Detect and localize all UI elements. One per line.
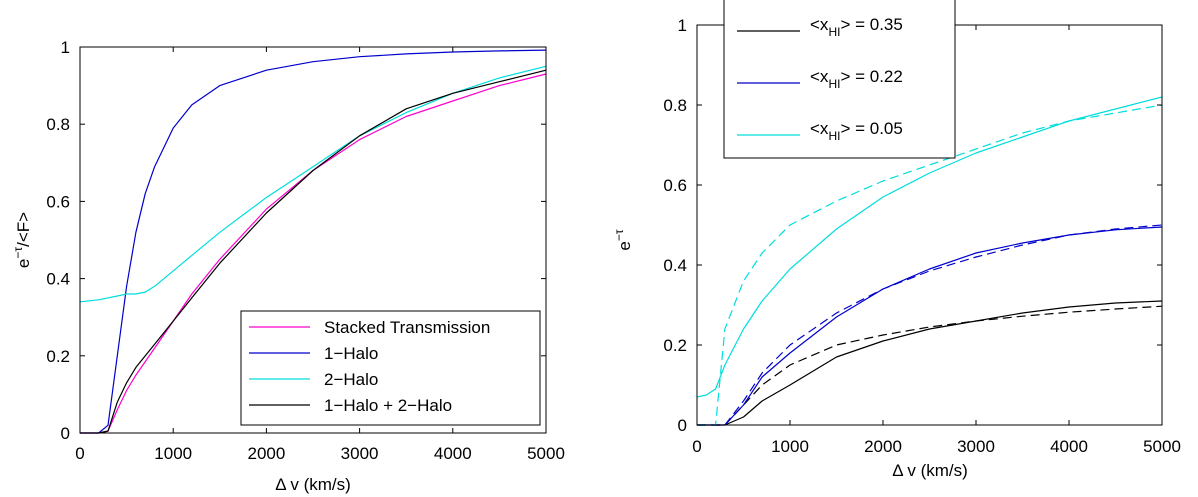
right-legend-label-2: <xHI> = 0.05 (810, 119, 903, 143)
left-series-line-2-halo-2 (79, 65, 547, 303)
left-series-line-1-halo-1 (80, 49, 547, 434)
right-y-axis-label: e−τ (612, 229, 634, 250)
left-series-lines (79, 49, 547, 434)
right-y-tick-label: 0.6 (663, 176, 687, 195)
right-x-axis-label: Δ v (km/s) (892, 461, 968, 480)
right-x-tick-label: 1000 (771, 437, 809, 456)
left-axis-ticks: 0 1000 2000 3000 4000 5000 0 0.2 0.4 0.6 0.8 1 (46, 38, 565, 463)
right-series-line-x-hi-0-35-0 (697, 300, 1163, 426)
right-axis-ticks: 0 1000 2000 3000 4000 5000 0 0.2 0.4 0.6 0.8 1 (663, 16, 1181, 456)
left-y-tick-label: 0.4 (46, 270, 70, 289)
left-y-tick-label: 0.8 (46, 115, 70, 134)
left-x-tick-label: 2000 (247, 444, 285, 463)
left-series-line-1-halo-2-halo-3 (80, 69, 547, 434)
right-legend-box (723, 0, 956, 159)
right-series-line-x-hi-0-05-4 (696, 96, 1163, 398)
left-series-line-stacked-transmission-0 (80, 73, 547, 434)
right-y-tick-label: 0 (678, 416, 687, 435)
right-series-line-x-hi-0-22-dashed-3 (697, 224, 1163, 426)
right-x-tick-label: 2000 (864, 437, 902, 456)
left-y-tick-label: 0.6 (46, 192, 70, 211)
right-series-line-x-hi-0-35-dashed-1 (697, 305, 1163, 426)
right-y-tick-label: 0.4 (663, 256, 687, 275)
right-chart: 0 1000 2000 3000 4000 5000 0 0.2 0.4 0.6 0.8 1 Δ v … (612, 0, 1181, 480)
right-x-tick-label: 4000 (1050, 437, 1088, 456)
right-legend-label-1: <xHI> = 0.22 (810, 67, 903, 91)
left-legend-box (240, 310, 541, 426)
right-series-lines (696, 96, 1163, 426)
left-y-axis-label: e−τ/<F> (11, 212, 33, 268)
right-legend-label-0: <xHI> = 0.35 (810, 15, 903, 39)
right-y-tick-label: 0.2 (663, 336, 687, 355)
left-y-tick-label: 1 (61, 38, 70, 57)
left-legend-label-stacked-transmission: Stacked Transmission (324, 318, 490, 337)
right-x-tick-label: 3000 (957, 437, 995, 456)
right-x-tick-label: 5000 (1143, 437, 1181, 456)
left-plot-frame (79, 46, 547, 434)
left-y-tick-label: 0.2 (46, 347, 70, 366)
left-x-tick-label: 5000 (527, 444, 565, 463)
left-legend-label-2-halo: 2−Halo (324, 370, 378, 389)
left-legend: Stacked Transmission 1−Halo 2−Halo 1−Halo +… (240, 310, 541, 426)
right-legend: <xHI> = 0.35 <xHI> = 0.22 <xHI> = 0.05 (723, 0, 956, 159)
right-x-tick-label: 0 (692, 437, 701, 456)
left-x-axis-label: Δ v (km/s) (275, 475, 351, 494)
left-y-tick-label: 0 (61, 424, 70, 443)
left-x-tick-label: 0 (75, 444, 84, 463)
left-chart: 0 1000 2000 3000 4000 5000 0 0.2 0.4 0.6 0.8 1 Δ v … (11, 38, 565, 494)
left-x-tick-label: 1000 (154, 444, 192, 463)
left-x-tick-label: 4000 (434, 444, 472, 463)
left-legend-label-1-halo-2-halo: 1−Halo + 2−Halo (324, 396, 452, 415)
right-y-tick-label: 0.8 (663, 96, 687, 115)
right-y-tick-label: 1 (678, 16, 687, 35)
left-legend-label-1-halo: 1−Halo (324, 344, 378, 363)
left-x-tick-label: 3000 (341, 444, 379, 463)
